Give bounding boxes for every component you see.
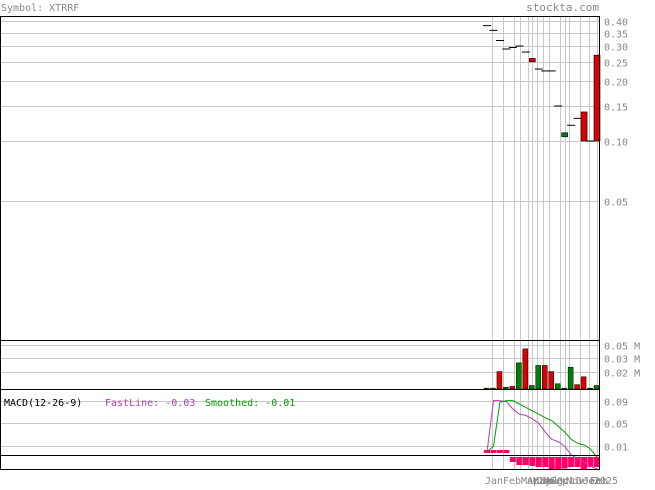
volume-bar (580, 376, 587, 390)
macd-grid (0, 401, 600, 447)
macd-histogram-bar (516, 457, 523, 465)
price-tick-label: 0.15 (604, 103, 628, 114)
x-tick-label: Feb (503, 476, 521, 486)
volume-bar (516, 362, 522, 390)
macd-histogram-bar (535, 457, 542, 467)
volume-bar (490, 387, 496, 390)
macd-histogram-bar (490, 450, 497, 453)
macd-tick-label: 0.01 (604, 443, 628, 454)
volume-tick-label: 0.05 M (604, 342, 640, 353)
price-tick-label: 0.30 (604, 43, 628, 54)
price-tick-label: 0.05 (604, 198, 628, 209)
x-tick-label: Apr (527, 476, 545, 486)
volume-bar (548, 371, 554, 390)
x-tick-label: Sep (550, 476, 568, 486)
volume-bar (587, 387, 593, 390)
price-axis: 0.400.35 0.30 0.25 0.20 0.15 0.10 0.05 (604, 18, 628, 209)
x-tick-label: May (533, 476, 551, 486)
macd-tick-label: 0.05 (604, 420, 628, 431)
macd-histogram-bar (542, 457, 549, 467)
symbol-label: Symbol: XTRRF (1, 3, 79, 14)
macd-histogram-bar (568, 457, 575, 467)
macd-histogram-bar (587, 457, 594, 467)
macd-lines (486, 400, 598, 470)
volume-bar (483, 387, 490, 390)
macd-histogram-bar (496, 450, 503, 453)
price-tick-label: 0.20 (604, 78, 628, 89)
macd-histogram-bar (548, 457, 555, 469)
volume-bars (483, 348, 600, 390)
x-tick-label: Feb (590, 476, 608, 486)
x-axis-labels: Jan Feb MarAprMayJunJulAugSepOctNovDecJanF… (485, 476, 618, 487)
macd-series-line (486, 400, 598, 470)
x-tick-label: Nov (566, 476, 584, 486)
volume-bar (567, 366, 574, 390)
volume-bar (529, 385, 535, 390)
macd-histogram-bar (522, 457, 529, 465)
price-tick-label: 0.35 (604, 30, 628, 41)
volume-bar (561, 387, 567, 390)
x-tick-label: Jan (583, 476, 601, 486)
price-tick-label: 0.40 (604, 18, 628, 29)
volume-bar (522, 348, 529, 390)
x-tick-label: Jul (541, 476, 559, 486)
volume-tick-label: 0.02 M (604, 369, 640, 380)
price-bar (580, 111, 588, 142)
x-tick-label: Aug (545, 476, 563, 486)
volume-bar (503, 387, 509, 390)
x-tick-label: Dec (576, 476, 594, 486)
macd-tick-label: 0.09 (604, 398, 628, 409)
price-bar (528, 58, 536, 63)
price-tick-label: 0.25 (604, 59, 628, 70)
macd-histogram-bar (555, 457, 562, 469)
macd-smooth-label: Smoothed: -0.01 (205, 398, 295, 409)
price-tick-label: 0.10 (604, 138, 628, 149)
volume-bar (593, 385, 600, 390)
macd-fast-label: FastLine: -0.03 (105, 398, 195, 409)
volume-bar (535, 365, 542, 390)
volume-axis: 0.05 M 0.03 M 0.02 M (604, 342, 640, 380)
x-tick-label: 2025 (594, 476, 618, 486)
x-tick-label: Oct (557, 476, 575, 486)
macd-label: MACD(12-26-9) (4, 398, 82, 409)
volume-bar (496, 371, 503, 390)
macd-histogram-bar (581, 457, 588, 469)
volume-bar (554, 383, 561, 390)
macd-frame (0, 389, 600, 470)
macd-series-line (486, 400, 598, 458)
x-tick-label: Jan (485, 476, 503, 486)
macd-histogram-bar (503, 450, 510, 453)
macd-histogram-bar (594, 457, 600, 467)
macd-histogram (484, 450, 600, 469)
volume-tick-label: 0.03 M (604, 355, 640, 366)
volume-bar (574, 384, 580, 390)
price-bars (483, 25, 601, 142)
macd-histogram-bar (529, 457, 536, 466)
macd-histogram-bar (574, 457, 581, 467)
macd-histogram-bar (561, 457, 568, 469)
volume-bar (509, 386, 516, 390)
x-tick-label: Jun (537, 476, 555, 486)
price-bar (561, 132, 568, 138)
price-grid (0, 17, 600, 470)
volume-grid (0, 345, 600, 373)
macd-axis: 0.09 0.05 0.01 (604, 398, 628, 454)
site-label: stockta.com (526, 1, 599, 14)
volume-frame (0, 340, 600, 390)
macd-histogram-bar (509, 457, 516, 462)
volume-bar (541, 365, 548, 390)
price-frame (0, 16, 600, 341)
x-tick-label: Mar (521, 476, 539, 486)
